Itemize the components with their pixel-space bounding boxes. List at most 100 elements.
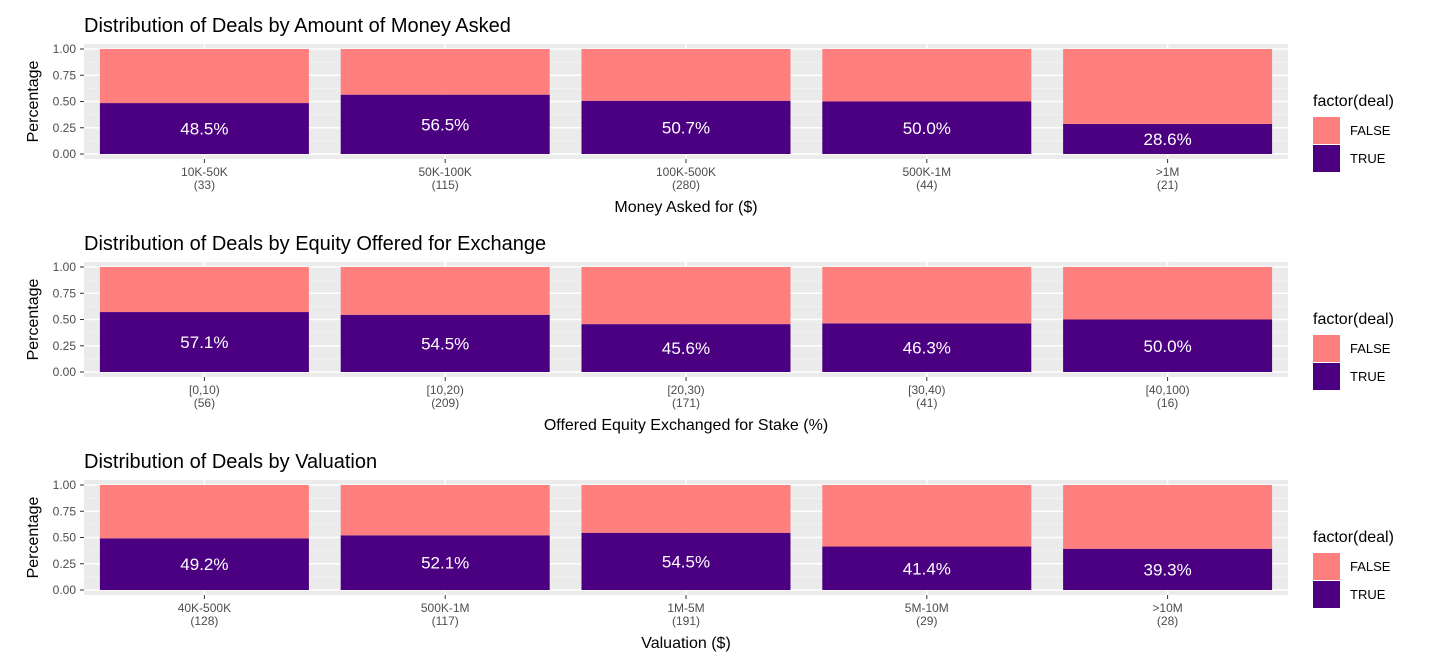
x-tick-count: (115) (432, 178, 459, 192)
legend-label-true: TRUE (1350, 587, 1386, 602)
bar-data-label: 54.5% (662, 552, 710, 571)
bar-false-segment (1063, 49, 1273, 124)
y-tick-label: 0.75 (53, 286, 77, 300)
bar-data-label: 50.7% (662, 118, 710, 137)
bar-true-segment (1063, 319, 1273, 372)
x-tick-label: 40K-500K (178, 601, 231, 615)
y-tick-label: 0.25 (53, 557, 77, 571)
legend-title: factor(deal) (1313, 311, 1394, 328)
x-tick-count: (41) (916, 396, 937, 410)
bar-data-label: 50.0% (903, 119, 951, 138)
x-tick-label: [0,10) (189, 383, 220, 397)
chart-title: Distribution of Deals by Amount of Money… (84, 15, 511, 37)
x-tick-count: (128) (190, 614, 218, 628)
x-tick-label: 5M-10M (905, 601, 949, 615)
y-tick-label: 0.00 (53, 583, 77, 597)
bar-true-segment (340, 94, 550, 154)
bar-true-segment (1063, 123, 1273, 154)
x-tick-count: (56) (194, 396, 215, 410)
chart-panel-3: Distribution of Deals by Valuation 0.00 0.… (25, 451, 1394, 652)
x-tick-label: 500K-1M (421, 601, 470, 615)
bar-data-label: 54.5% (421, 334, 469, 353)
x-tick-count: (33) (194, 178, 215, 192)
bar-data-label: 49.2% (180, 555, 228, 574)
y-tick-label: 1.00 (53, 478, 77, 492)
legend-label-true: TRUE (1350, 151, 1386, 166)
bar-true-segment (340, 314, 550, 372)
bar-false-segment (581, 49, 791, 101)
legend: factor(deal) FALSE TRUE (1313, 311, 1394, 390)
x-tick-count: (29) (916, 614, 937, 628)
y-tick-label: 0.75 (53, 504, 77, 518)
y-tick-label: 0.00 (53, 365, 77, 379)
bar-false-segment (340, 49, 550, 95)
x-axis-title: Valuation ($) (641, 635, 731, 652)
chart-panel-1: Distribution of Deals by Amount of Money… (25, 15, 1394, 216)
bar-data-label: 28.6% (1143, 130, 1191, 149)
y-axis-title: Percentage (25, 60, 42, 142)
bar-false-segment (822, 267, 1032, 324)
bar-false-segment (99, 485, 309, 539)
bar-true-segment (1063, 548, 1273, 590)
bar-data-label: 41.4% (903, 559, 951, 578)
bar-true-segment (581, 532, 791, 590)
bar-false-segment (99, 267, 309, 313)
bar-false-segment (1063, 485, 1273, 549)
x-tick-count: (171) (672, 396, 700, 410)
bar-false-segment (822, 49, 1032, 102)
x-tick-count: (280) (672, 178, 700, 192)
bar-data-label: 48.5% (180, 120, 228, 139)
chart-title: Distribution of Deals by Valuation (84, 451, 377, 473)
x-tick-label: 1M-5M (667, 601, 704, 615)
bar-true-segment (99, 103, 309, 154)
bar-true-segment (581, 100, 791, 154)
x-tick-count: (209) (431, 396, 459, 410)
x-tick-label: >1M (1156, 165, 1180, 179)
bar-data-label: 52.1% (421, 554, 469, 573)
x-tick-label: >10M (1152, 601, 1182, 615)
legend-swatch-false (1313, 335, 1340, 362)
legend-label-false: FALSE (1350, 341, 1391, 356)
x-tick-label: 500K-1M (902, 165, 951, 179)
bar-false-segment (340, 485, 550, 536)
bar-false-segment (340, 267, 550, 315)
y-tick-label: 0.25 (53, 339, 77, 353)
bar-true-segment (822, 101, 1032, 154)
x-tick-label: 10K-50K (181, 165, 228, 179)
y-tick-label: 0.50 (53, 531, 77, 545)
legend-swatch-true (1313, 145, 1340, 172)
legend-swatch-true (1313, 363, 1340, 390)
bar-true-segment (340, 535, 550, 590)
x-tick-label: [20,30) (667, 383, 704, 397)
bar-data-label: 45.6% (662, 339, 710, 358)
x-tick-label: [10,20) (427, 383, 464, 397)
legend-label-true: TRUE (1350, 369, 1386, 384)
y-tick-label: 1.00 (53, 42, 77, 56)
bar-data-label: 46.3% (903, 339, 951, 358)
y-tick-label: 1.00 (53, 260, 77, 274)
bar-false-segment (99, 49, 309, 104)
x-tick-count: (117) (432, 614, 459, 628)
bar-false-segment (581, 485, 791, 533)
bar-false-segment (1063, 267, 1273, 320)
legend-swatch-false (1313, 117, 1340, 144)
y-tick-label: 0.75 (53, 68, 77, 82)
bar-data-label: 39.3% (1143, 560, 1191, 579)
x-tick-count: (44) (916, 178, 937, 192)
bar-true-segment (822, 546, 1032, 590)
chart-panel-2: Distribution of Deals by Equity Offered … (25, 233, 1394, 434)
x-tick-count: (28) (1157, 614, 1178, 628)
x-tick-label: [40,100) (1146, 383, 1190, 397)
bar-true-segment (99, 312, 309, 372)
bar-true-segment (99, 538, 309, 590)
legend-title: factor(deal) (1313, 529, 1394, 546)
bar-true-segment (822, 323, 1032, 372)
legend-swatch-true (1313, 581, 1340, 608)
bar-data-label: 57.1% (180, 333, 228, 352)
x-tick-label: [30,40) (908, 383, 945, 397)
legend-label-false: FALSE (1350, 559, 1391, 574)
y-tick-label: 0.50 (53, 95, 77, 109)
x-tick-count: (16) (1157, 396, 1178, 410)
x-tick-count: (191) (672, 614, 700, 628)
x-tick-label: 100K-500K (656, 165, 716, 179)
